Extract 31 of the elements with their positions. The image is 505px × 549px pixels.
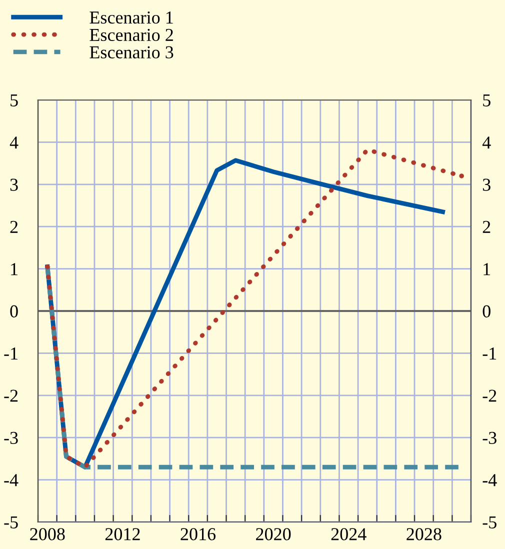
x-tick-label: 2016: [180, 528, 216, 540]
y-tick-label: 3: [10, 178, 18, 191]
y-tick-label: -4: [4, 474, 18, 486]
y-tick-label: -1: [4, 348, 18, 360]
y2-tick-label: -4: [482, 474, 497, 486]
x-tick-label: 2020: [256, 528, 291, 540]
y-tick-label: -2: [4, 390, 18, 402]
y2-tick-label: -3: [482, 432, 496, 444]
y2-tick-label: -1: [482, 348, 496, 360]
x-tick-label: 2028: [406, 528, 442, 540]
y-tick-label: -5: [4, 516, 18, 528]
y2-tick-label: 1: [484, 263, 490, 276]
y2-tick-label: 2: [482, 220, 490, 233]
legend-label: Escenario 1: [90, 12, 173, 24]
y-tick-label: 0: [10, 305, 18, 318]
y2-tick-label: 5: [483, 94, 490, 106]
y2-tick-label: -5: [482, 516, 496, 528]
y2-tick-label: -2: [482, 390, 496, 402]
legend-label: Escenario 3: [90, 46, 174, 58]
y-tick-label: 2: [10, 220, 18, 233]
x-tick-label: 2008: [30, 528, 65, 540]
y2-tick-label: 0: [482, 305, 490, 318]
x-tick-label: 2024: [331, 528, 366, 540]
legend-label: Escenario 2: [90, 28, 173, 42]
y2-tick-label: 3: [482, 178, 490, 191]
y-tick-label: 1: [11, 263, 18, 276]
y-tick-label: 5: [10, 94, 18, 106]
x-tick-label: 2012: [105, 528, 140, 540]
y-tick-label: -3: [4, 432, 18, 444]
y2-tick-label: 4: [482, 136, 491, 148]
y-tick-label: 4: [10, 136, 18, 148]
